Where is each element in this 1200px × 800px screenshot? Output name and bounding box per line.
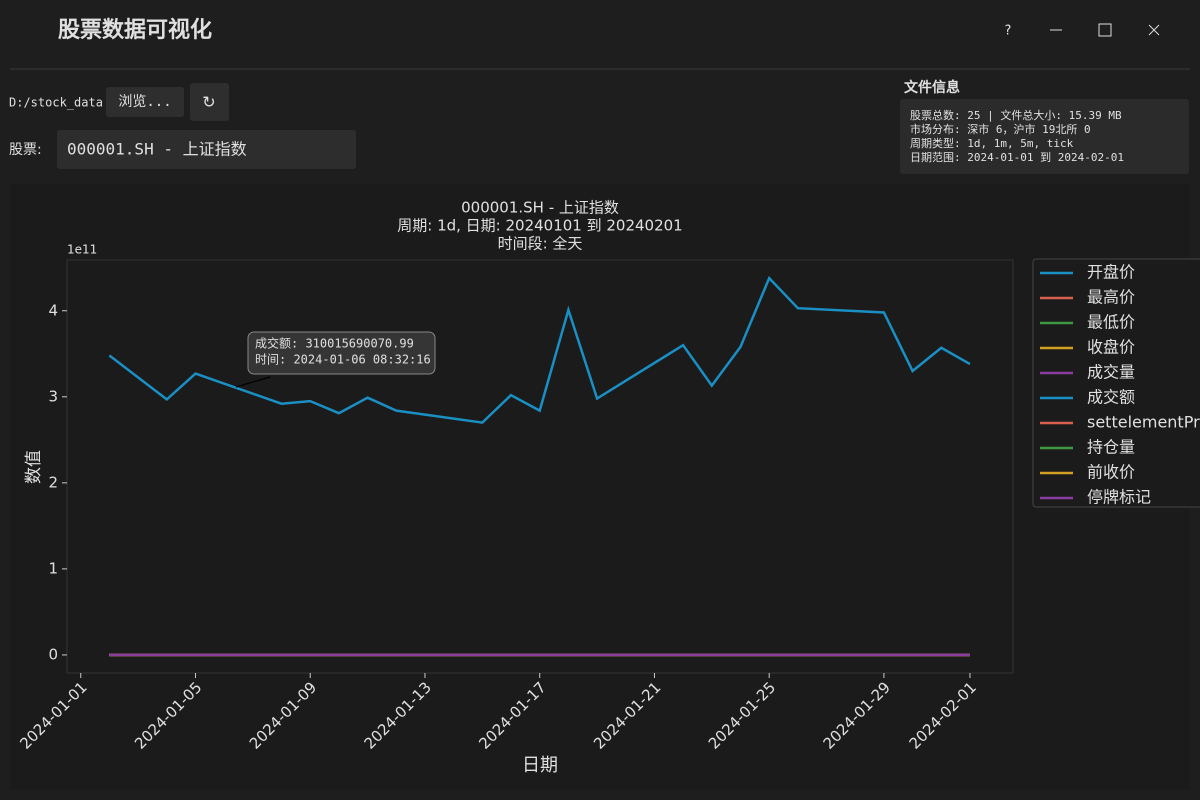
maximize-button[interactable] [1098,23,1112,37]
legend-label: 开盘价 [1087,263,1135,282]
y-tick-label: 0 [48,645,58,663]
y-tick-label: 3 [48,387,58,405]
stock-value: 000001.SH - 上证指数 [67,140,247,159]
refresh-icon: ↻ [202,93,215,112]
close-button[interactable] [1148,24,1160,36]
stock-label: 股票: [9,142,42,158]
annotation-text: 时间: 2024-01-06 08:32:16 [255,353,431,367]
legend-label: 最高价 [1087,288,1135,307]
chart-panel [10,184,1190,790]
legend-label: 停牌标记 [1087,488,1151,507]
file-info-line: 股票总数: 25 | 文件总大小: 15.39 MB [910,108,1122,122]
y-axis-label: 数值 [24,450,44,484]
chart-title: 时间段: 全天 [498,235,583,253]
legend-label: settelementPr [1087,413,1200,432]
file-info-line: 周期类型: 1d, 1m, 5m, tick [910,136,1074,150]
browse-button[interactable] [106,87,184,117]
file-info-title: 文件信息 [904,79,960,96]
y-tick-label: 2 [48,473,58,491]
chart-title: 周期: 1d, 日期: 20240101 到 20240201 [397,217,682,235]
app-title: 股票数据可视化 [58,17,212,43]
file-info-line: 市场分布: 深市 6，沪市 19北所 0 [910,122,1091,136]
y-offset-label: 1e11 [67,243,97,257]
legend-label: 持仓量 [1087,438,1135,457]
legend-label: 收盘价 [1087,338,1135,357]
file-info-line: 日期范围: 2024-01-01 到 2024-02-01 [910,150,1124,164]
annotation-text: 成交额: 310015690070.99 [255,336,414,351]
x-axis-label: 日期 [522,755,558,776]
legend-label: 最低价 [1087,313,1135,332]
refresh-button[interactable] [190,83,229,121]
legend-label: 成交量 [1087,363,1135,382]
y-tick-label: 4 [48,301,58,319]
annotation-box [247,331,436,375]
help-button[interactable]: ? [1005,24,1012,39]
legend-box [1032,258,1200,508]
legend-label: 成交额 [1087,388,1135,407]
browse-label: 浏览... [118,94,171,110]
y-tick-label: 1 [48,559,58,577]
file-info-box [900,99,1189,174]
annotation-arrow [235,376,271,388]
chart-title: 000001.SH - 上证指数 [461,199,619,217]
series-line [108,275,971,424]
path-text: D:/stock_data [9,96,103,110]
stock-combobox[interactable] [57,130,356,169]
legend-label: 前收价 [1087,463,1135,482]
